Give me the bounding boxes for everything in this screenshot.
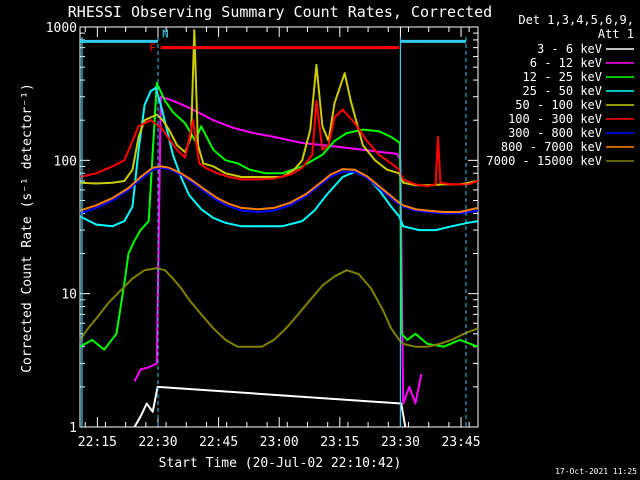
series-line xyxy=(133,95,423,405)
legend-label: 7000 - 15000 keV xyxy=(486,154,602,168)
series-line xyxy=(79,82,479,351)
x-tick-label: 23:15 xyxy=(320,435,359,450)
x-axis-label: Start Time (20-Jul-02 22:10:42) xyxy=(159,456,402,471)
x-tick-label: 23:30 xyxy=(381,435,420,450)
legend-header: Det 1,3,4,5,6,9, xyxy=(518,13,634,27)
series-line xyxy=(79,165,479,213)
legend-label: 300 - 800 keV xyxy=(508,126,602,140)
legend-subheader: Att 1 xyxy=(598,27,634,41)
x-tick-label: 22:45 xyxy=(199,435,238,450)
night-flag-label: N xyxy=(162,27,169,40)
legend-label: 6 - 12 keV xyxy=(530,56,602,70)
series-line xyxy=(79,267,479,348)
legend-label: 12 - 25 keV xyxy=(523,70,602,84)
flare-flag-label: F xyxy=(149,42,156,55)
x-tick-label: 23:00 xyxy=(260,435,299,450)
series-line xyxy=(79,99,479,188)
x-tick-label: 22:15 xyxy=(78,435,117,450)
x-tick-label: 22:30 xyxy=(138,435,177,450)
series-line xyxy=(79,166,479,215)
y-axis-label: Corrected Count Rate (s⁻¹ detector⁻¹) xyxy=(20,83,35,373)
plot-area: 1 10 100 1000 22:15 22:30 22:45 23:00 23:15 23:30… xyxy=(46,21,481,450)
y-tick-label: 1 xyxy=(69,421,77,436)
series-line xyxy=(133,385,407,428)
legend-label: 3 - 6 keV xyxy=(537,42,602,56)
legend-label: 25 - 50 keV xyxy=(523,84,602,98)
series-line xyxy=(79,29,479,187)
y-tick-label: 10 xyxy=(61,288,77,303)
x-tick-label: 23:45 xyxy=(441,435,480,450)
footer-date: 17-Oct-2021 11:25 xyxy=(555,467,637,476)
chart-title: RHESSI Observing Summary Count Rates, Co… xyxy=(68,3,492,21)
legend-label: 50 - 100 keV xyxy=(515,98,602,112)
y-tick-label: 100 xyxy=(54,154,77,169)
y-tick-label: 1000 xyxy=(46,21,77,36)
legend-label: 100 - 300 keV xyxy=(508,112,602,126)
legend-label: 800 - 7000 keV xyxy=(501,140,602,154)
